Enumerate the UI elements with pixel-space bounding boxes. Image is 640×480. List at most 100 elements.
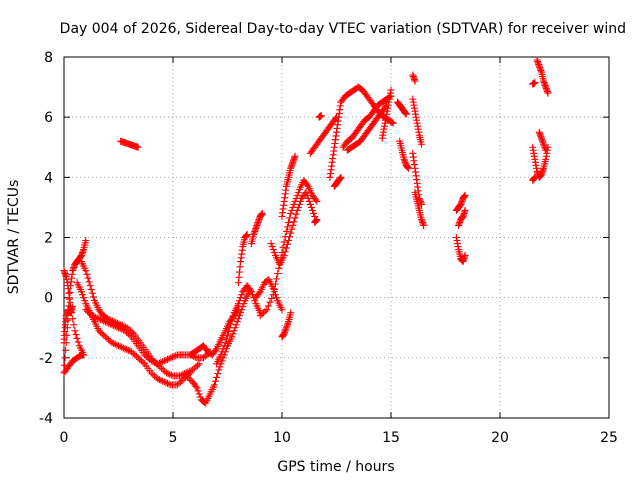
data-point (229, 312, 237, 320)
data-point (131, 351, 139, 359)
data-point (234, 300, 242, 308)
data-point (88, 312, 96, 320)
data-point (291, 214, 299, 222)
data-point (80, 294, 88, 302)
y-axis-label: SDTVAR / TECUs (6, 180, 22, 295)
data-point (266, 298, 274, 306)
data-point (255, 289, 263, 297)
data-point (225, 328, 233, 336)
data-point (268, 243, 276, 251)
data-point (147, 357, 155, 365)
data-point (258, 209, 266, 217)
data-point (310, 209, 318, 217)
data-point (82, 267, 90, 275)
data-point (115, 342, 122, 350)
data-point (116, 325, 124, 333)
data-point (132, 352, 140, 360)
data-point (168, 353, 176, 361)
data-point (271, 280, 279, 288)
data-point (389, 119, 397, 127)
data-point (108, 321, 116, 329)
data-point (155, 376, 163, 384)
data-point (150, 358, 158, 366)
data-point (303, 181, 311, 189)
data-point (264, 302, 272, 310)
data-point (293, 206, 301, 214)
data-point (418, 200, 426, 208)
y-tick-label: 6 (44, 110, 53, 126)
data-point (217, 351, 225, 359)
data-point (85, 278, 93, 286)
data-point (186, 369, 194, 377)
data-point (228, 333, 236, 341)
data-point (273, 294, 281, 302)
data-point (97, 328, 105, 336)
chart-title: Day 004 of 2026, Sidereal Day-to-day VTE… (60, 21, 626, 37)
y-tick-label: 2 (44, 231, 53, 247)
data-point (289, 221, 297, 229)
data-point (173, 381, 181, 389)
data-point (77, 288, 85, 296)
data-point (287, 209, 295, 217)
data-point (261, 307, 269, 315)
data-point (105, 319, 113, 327)
data-point (302, 188, 310, 196)
data-point (387, 86, 395, 94)
data-point (110, 340, 118, 348)
data-point (290, 218, 298, 226)
data-point (175, 379, 183, 387)
data-point (170, 352, 178, 360)
x-tick-label: 0 (60, 430, 69, 446)
x-tick-label: 15 (382, 430, 400, 446)
data-point (177, 371, 185, 379)
data-point (210, 381, 218, 389)
data-point (90, 312, 98, 320)
data-point (93, 314, 101, 322)
data-point (291, 152, 299, 160)
x-tick-label: 25 (600, 430, 618, 446)
data-point (100, 331, 108, 339)
data-point (101, 333, 109, 341)
data-point (251, 297, 259, 305)
data-point (178, 376, 186, 384)
data-point (61, 354, 69, 362)
data-point (88, 289, 96, 297)
data-point (293, 191, 301, 199)
data-point (275, 264, 283, 272)
data-point (113, 323, 121, 331)
data-point (243, 230, 251, 238)
data-point (164, 355, 172, 363)
data-point (103, 318, 111, 326)
data-point (111, 322, 119, 330)
data-point (184, 373, 192, 381)
data-point (97, 315, 105, 323)
data-point (134, 354, 142, 362)
data-point (95, 315, 103, 323)
data-point (136, 355, 144, 363)
data-point (81, 297, 89, 305)
data-point (119, 344, 127, 352)
data-point (106, 320, 114, 328)
data-point (220, 342, 228, 350)
data-point (141, 351, 149, 359)
data-point (142, 352, 150, 360)
data-point (177, 378, 185, 386)
data-point (222, 335, 230, 343)
data-point (160, 378, 168, 386)
data-point (237, 294, 245, 302)
data-point (165, 355, 173, 363)
data-point (531, 79, 539, 87)
data-point (124, 330, 132, 338)
data-point (95, 327, 103, 335)
data-point (158, 364, 166, 372)
data-point (83, 307, 91, 315)
data-point (227, 320, 235, 328)
data-point (542, 146, 550, 154)
data-point (118, 343, 126, 351)
data-point (196, 393, 204, 401)
data-point (294, 203, 302, 211)
data-point (80, 351, 88, 359)
data-point (313, 197, 321, 205)
data-point (172, 352, 180, 360)
data-point (86, 282, 94, 290)
